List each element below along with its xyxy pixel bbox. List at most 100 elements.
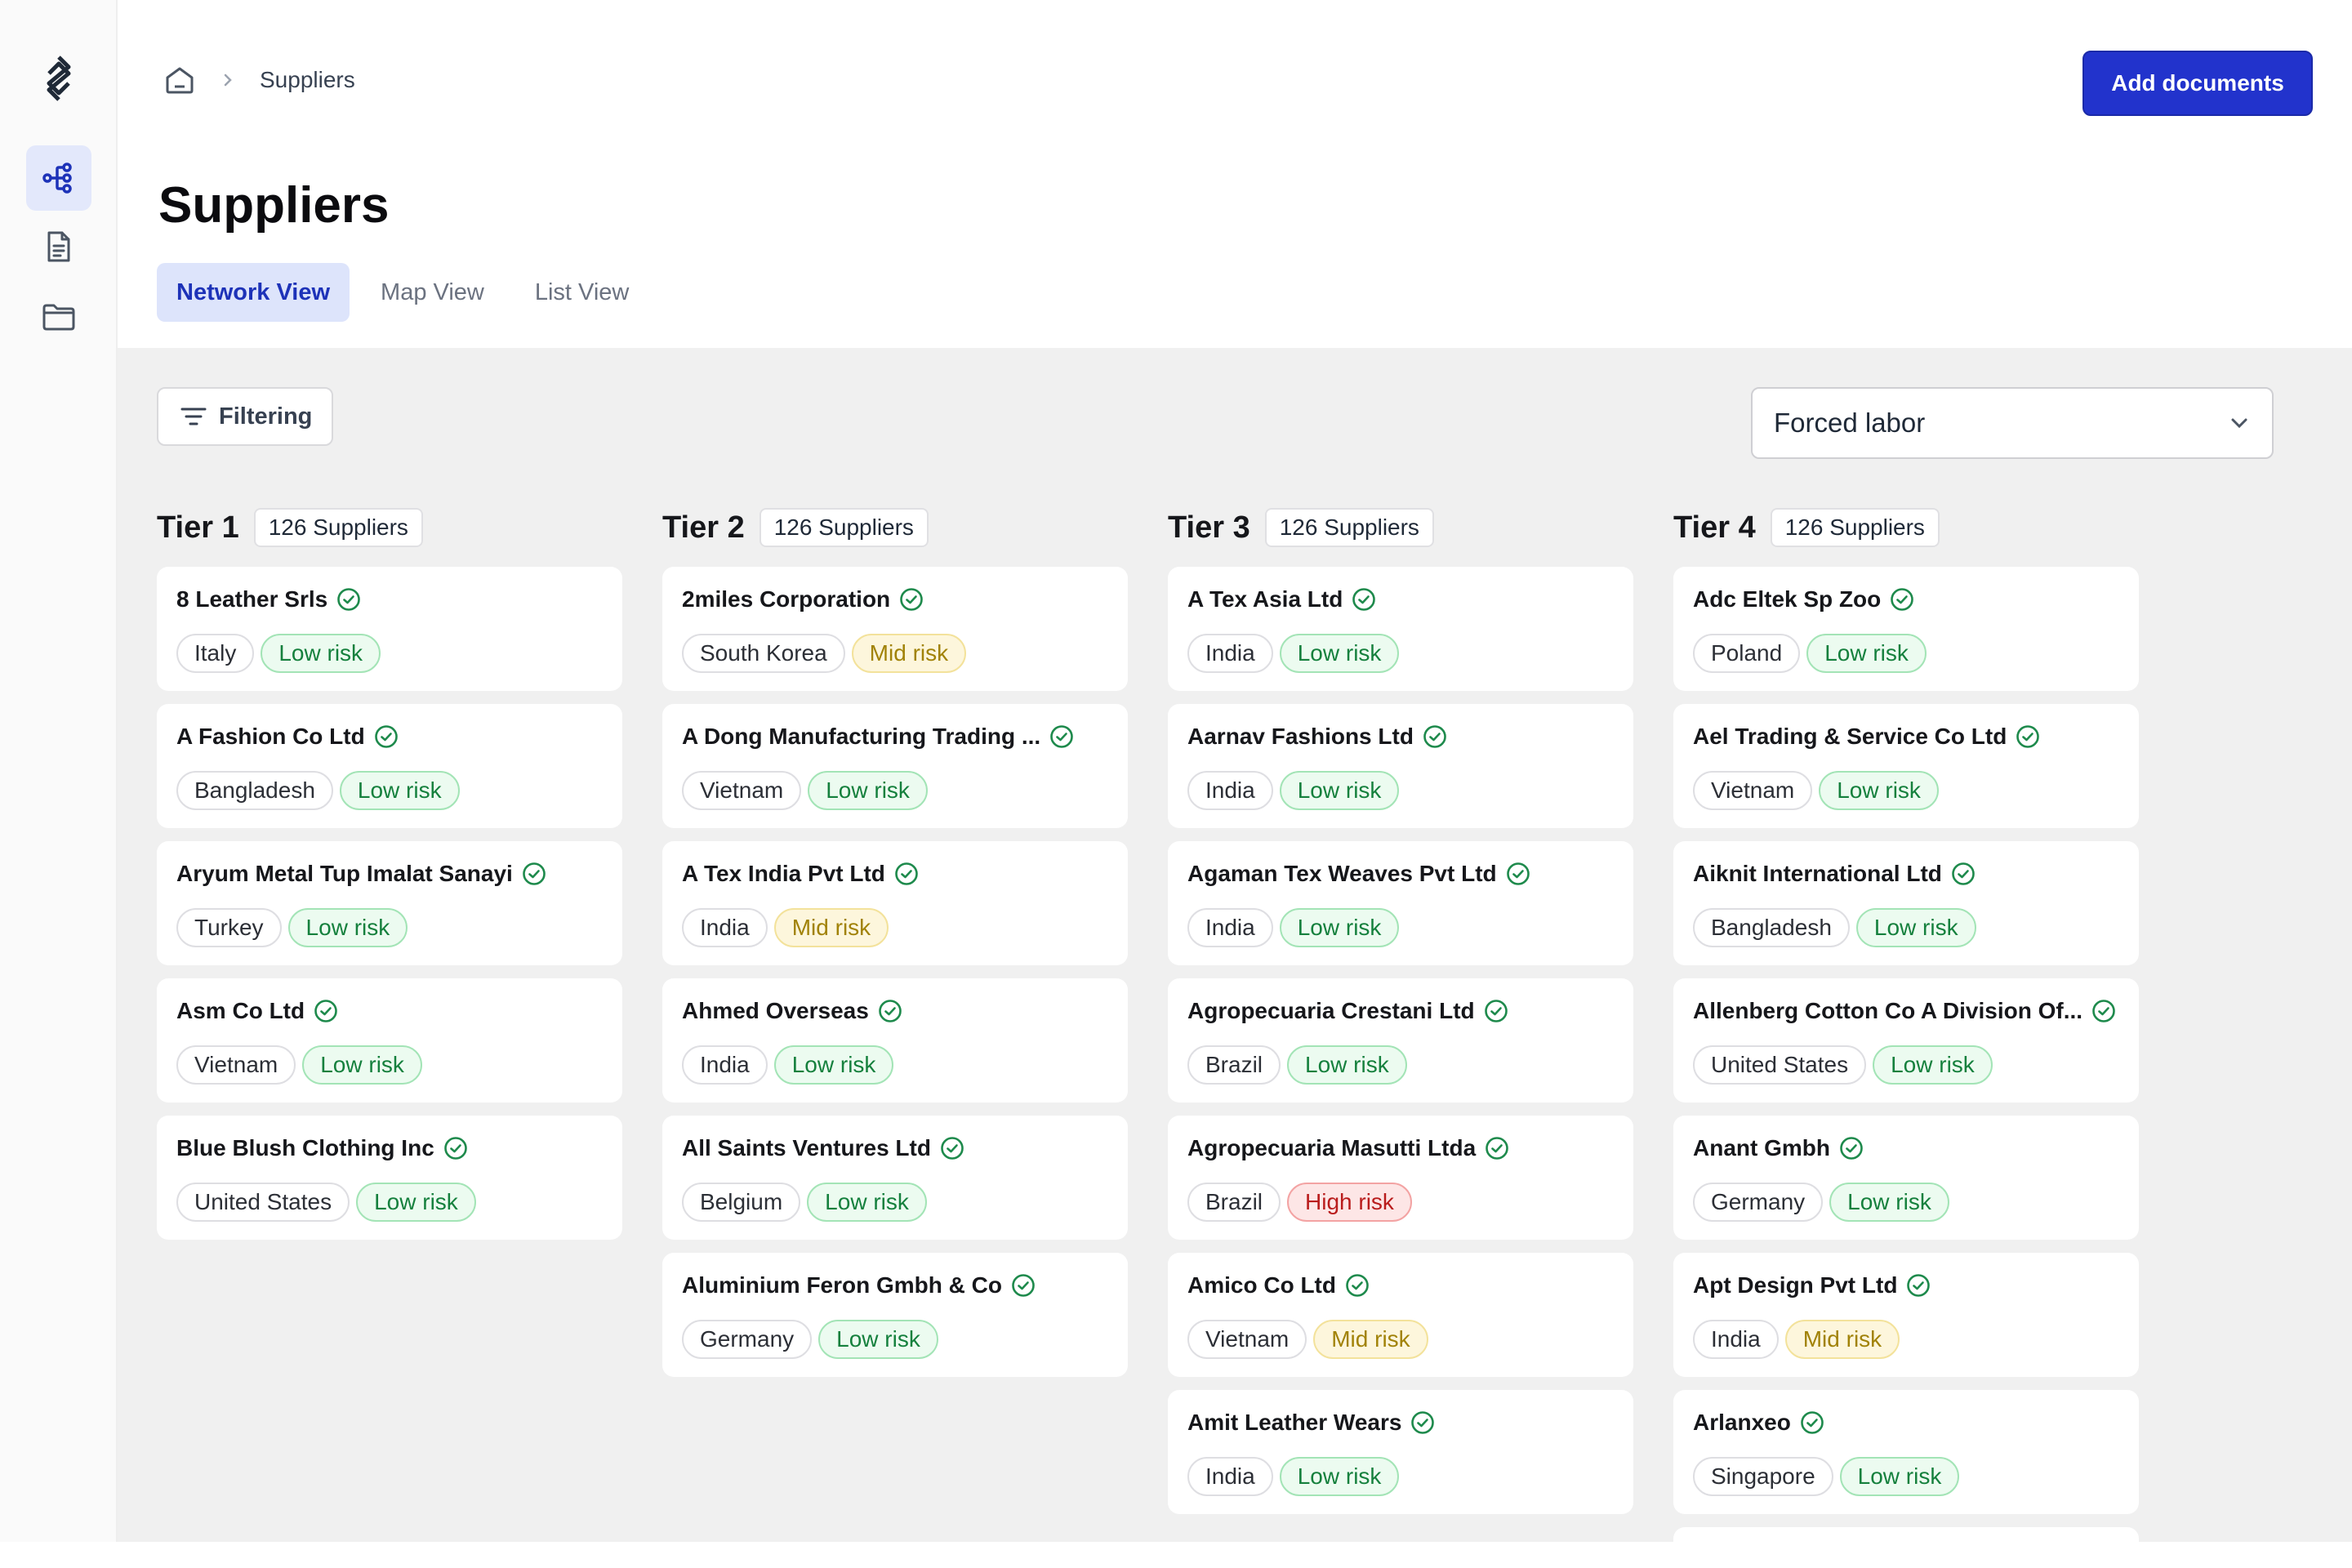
network-content: Filtering Forced labor Tier 1 126 Supplie… [118,348,2352,1542]
supplier-tags: Vietnam Low risk [682,771,1108,810]
supplier-name: Ahmed Overseas [682,998,869,1023]
supplier-card[interactable]: Aluminium Feron Gmbh & Co Germany Low risk [662,1253,1128,1377]
verified-check-icon [1484,1000,1508,1022]
nav-network-button[interactable] [26,145,91,211]
supplier-card[interactable]: A Fashion Co Ltd Bangladesh Low risk [157,704,622,828]
supplier-card[interactable]: A Tex India Pvt Ltd India Mid risk [662,841,1128,965]
country-tag: India [1187,771,1273,810]
verified-check-icon [314,1000,337,1022]
risk-badge: Low risk [356,1183,476,1222]
supplier-list: Adc Eltek Sp Zoo Poland Low risk Ael Tradin… [1673,567,2139,1542]
risk-type-select[interactable]: Forced labor [1751,387,2274,459]
supplier-name-row: A Dong Manufacturing Trading ... [682,724,1108,750]
risk-badge: Low risk [808,771,928,810]
country-tag: India [1187,1457,1273,1496]
tab-list-view[interactable]: List View [534,278,630,305]
risk-badge: Mid risk [773,908,889,947]
supplier-name-row: 8 Leather Srls [176,586,603,612]
nav-documents-button[interactable] [26,214,91,279]
supplier-card[interactable]: Agropecuaria Crestani Ltd Brazil Low risk [1168,978,1633,1102]
supplier-name-row: Amit Leather Wears [1187,1410,1614,1436]
verified-check-icon [941,1137,964,1160]
supplier-name-row: All Saints Ventures Ltd [682,1135,1108,1161]
supplier-name-row: Amico Co Ltd [1187,1272,1614,1298]
add-documents-button[interactable]: Add documents [2082,51,2313,116]
risk-type-value: Forced labor [1774,408,1926,438]
supplier-card-partial[interactable] [1673,1527,2139,1542]
supplier-tags: Germany Low risk [682,1320,1108,1359]
supplier-card[interactable]: Agaman Tex Weaves Pvt Ltd India Low risk [1168,841,1633,965]
tier-column: Tier 4 126 Suppliers Adc Eltek Sp Zoo Polan… [1673,506,2139,1542]
verified-check-icon [1411,1411,1435,1434]
filtering-label: Filtering [219,403,313,430]
supplier-card[interactable]: Aryum Metal Tup Imalat Sanayi Turkey Low r… [157,841,622,965]
supplier-card[interactable]: Anant Gmbh Germany Low risk [1673,1116,2139,1240]
supplier-name-row: Aarnav Fashions Ltd [1187,724,1614,750]
supplier-card[interactable]: Aiknit International Ltd Bangladesh Low ri… [1673,841,2139,965]
filter-icon [180,408,207,425]
risk-badge: Low risk [287,908,408,947]
breadcrumb-current: Suppliers [260,67,355,92]
supplier-name: A Dong Manufacturing Trading ... [682,724,1041,749]
risk-badge: High risk [1287,1183,1412,1222]
home-icon[interactable] [163,64,196,96]
supplier-card[interactable]: Apt Design Pvt Ltd India Mid risk [1673,1253,2139,1377]
page-title: Suppliers [158,177,390,234]
supplier-card[interactable]: Allenberg Cotton Co A Division Of... Unit… [1673,978,2139,1102]
supplier-name: Aluminium Feron Gmbh & Co [682,1272,1002,1298]
supplier-name: A Fashion Co Ltd [176,724,365,749]
risk-badge: Low risk [1279,771,1400,810]
tab-network-view[interactable]: Network View [157,263,350,322]
supplier-card[interactable]: Agropecuaria Masutti Ltda Brazil High risk [1168,1116,1633,1240]
filtering-button[interactable]: Filtering [157,387,333,446]
tier-column: Tier 3 126 Suppliers A Tex Asia Ltd India Lo… [1168,506,1633,1527]
supplier-card[interactable]: Blue Blush Clothing Inc United States Low … [157,1116,622,1240]
supplier-card[interactable]: Arlanxeo Singapore Low risk [1673,1390,2139,1514]
verified-check-icon [443,1137,467,1160]
supplier-card[interactable]: 8 Leather Srls Italy Low risk [157,567,622,691]
supplier-list: 8 Leather Srls Italy Low risk A Fashion Co … [157,567,622,1240]
supplier-tags: Belgium Low risk [682,1183,1108,1222]
country-tag: Vietnam [176,1045,296,1085]
verified-check-icon [1840,1137,1863,1160]
supplier-card[interactable]: Adc Eltek Sp Zoo Poland Low risk [1673,567,2139,691]
supplier-card[interactable]: Amico Co Ltd Vietnam Mid risk [1168,1253,1633,1377]
supplier-card[interactable]: Ael Trading & Service Co Ltd Vietnam Low r… [1673,704,2139,828]
supplier-card[interactable]: Asm Co Ltd Vietnam Low risk [157,978,622,1102]
supplier-tags: India Low risk [1187,1457,1614,1496]
supplier-card[interactable]: Aarnav Fashions Ltd India Low risk [1168,704,1633,828]
risk-badge: Low risk [1855,908,1976,947]
country-tag: Germany [682,1320,813,1359]
country-tag: India [682,1045,768,1085]
supplier-name-row: A Fashion Co Ltd [176,724,603,750]
document-icon [47,231,70,262]
verified-check-icon [337,588,361,611]
supplier-name: Blue Blush Clothing Inc [176,1135,434,1160]
supplier-name: 2miles Corporation [682,586,891,612]
supplier-tags: Bangladesh Low risk [176,771,603,810]
supplier-card[interactable]: A Tex Asia Ltd India Low risk [1168,567,1633,691]
nav-folder-button[interactable] [26,284,91,350]
supplier-name-row: Blue Blush Clothing Inc [176,1135,603,1161]
supplier-card[interactable]: Amit Leather Wears India Low risk [1168,1390,1633,1514]
verified-check-icon [1506,862,1530,885]
supplier-card[interactable]: All Saints Ventures Ltd Belgium Low risk [662,1116,1128,1240]
breadcrumb: Suppliers [163,64,355,96]
supplier-card[interactable]: Ahmed Overseas India Low risk [662,978,1128,1102]
tab-map-view[interactable]: Map View [381,278,484,305]
tier-column: Tier 1 126 Suppliers 8 Leather Srls Italy Lo… [157,506,622,1253]
country-tag: Brazil [1187,1183,1281,1222]
tier-title: Tier 4 [1673,510,1756,545]
supplier-name: Amico Co Ltd [1187,1272,1336,1298]
supplier-card[interactable]: 2miles Corporation South Korea Mid risk [662,567,1128,691]
view-tabs: Network View Map View List View [157,263,648,322]
logo-icon[interactable] [36,52,82,105]
risk-badge: Low risk [1279,908,1400,947]
country-tag: Italy [176,634,255,673]
supplier-name-row: Anant Gmbh [1693,1135,2119,1161]
supplier-card[interactable]: A Dong Manufacturing Trading ... Vietnam L… [662,704,1128,828]
verified-check-icon [374,725,398,748]
supplier-name: Asm Co Ltd [176,998,305,1023]
supplier-tags: Brazil Low risk [1187,1045,1614,1085]
supplier-tags: Singapore Low risk [1693,1457,2119,1496]
